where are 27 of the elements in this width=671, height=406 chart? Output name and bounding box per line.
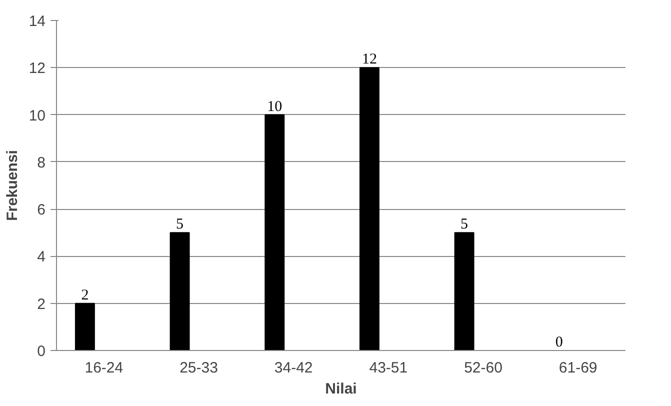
data-label: 0 (555, 334, 563, 350)
y-tick-label: 0 (37, 343, 46, 360)
bar (264, 114, 285, 350)
data-label: 5 (176, 216, 184, 233)
data-label: 10 (267, 98, 282, 115)
bar (170, 232, 190, 350)
x-tick-label: 34-42 (274, 360, 313, 376)
x-tick-label: 16-24 (84, 360, 124, 376)
data-label: 2 (81, 287, 89, 304)
x-tick-label: 52-60 (464, 360, 502, 376)
y-tick-label: 8 (37, 154, 46, 172)
bar (359, 67, 380, 350)
x-axis-title: Nilai (325, 380, 357, 398)
data-label: 5 (460, 216, 468, 233)
y-axis-title: Frekuensi (4, 150, 21, 221)
bar (454, 232, 474, 350)
y-tick-label: 14 (28, 13, 46, 30)
y-tick-label: 2 (37, 296, 46, 313)
y-tick-label: 10 (28, 107, 46, 124)
x-tick-label: 25-33 (180, 360, 218, 376)
data-label: 12 (362, 52, 377, 68)
x-tick-label: 61-69 (558, 360, 598, 376)
bar (74, 302, 95, 350)
y-tick-label: 4 (37, 248, 46, 266)
x-tick-label: 43-51 (369, 360, 408, 376)
y-tick-label: 6 (37, 202, 46, 219)
y-tick-label: 12 (28, 60, 46, 78)
